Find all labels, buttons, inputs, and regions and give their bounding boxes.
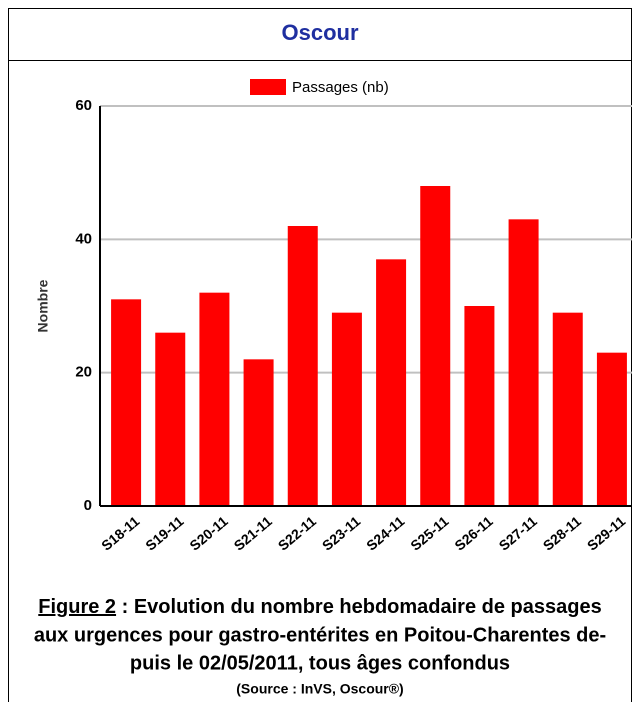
bar <box>552 312 583 506</box>
chart-title: Oscour <box>281 20 358 45</box>
caption-source: (Source : InVS, Oscour®) <box>236 681 403 697</box>
x-tick-label: S26-11 <box>451 513 495 554</box>
bar <box>508 219 539 507</box>
y-tick-label: 0 <box>84 497 92 514</box>
x-tick-label: S25-11 <box>407 513 451 554</box>
caption-line: puis le 02/05/2011, tous âges confondus <box>130 652 510 674</box>
x-tick-label: S19-11 <box>142 513 186 554</box>
y-tick-label: 40 <box>75 230 92 247</box>
bar <box>287 226 318 506</box>
x-tick-label: S22-11 <box>275 513 319 554</box>
y-tick-label: 60 <box>75 97 92 114</box>
x-tick-label: S21-11 <box>231 513 275 554</box>
bar <box>420 186 451 506</box>
bar <box>155 332 186 506</box>
bar <box>331 312 362 506</box>
caption-line: Figure 2 : Evolution du nombre hebdomada… <box>38 596 601 618</box>
x-tick-label: S24-11 <box>363 513 407 554</box>
x-tick-label: S29-11 <box>584 513 628 554</box>
x-tick-label: S23-11 <box>319 513 363 554</box>
x-tick-label: S18-11 <box>98 513 142 554</box>
frame <box>8 8 632 707</box>
bar <box>111 299 142 506</box>
y-tick-label: 20 <box>75 364 92 381</box>
x-tick-label: S27-11 <box>496 513 540 554</box>
bar <box>376 259 407 506</box>
bar <box>243 359 274 506</box>
bar <box>464 306 495 506</box>
legend-swatch <box>250 79 286 95</box>
y-axis-label: Nombre <box>35 279 51 332</box>
x-tick-label: S28-11 <box>540 513 584 554</box>
x-tick-label: S20-11 <box>186 513 230 554</box>
caption-label: Figure 2 <box>38 596 116 618</box>
legend-label: Passages (nb) <box>292 79 389 96</box>
caption-line: aux urgences pour gastro-entérites en Po… <box>34 624 606 646</box>
bar <box>596 352 627 506</box>
bar <box>199 292 230 506</box>
caption-text: : Evolution du nombre hebdomadaire de pa… <box>116 596 602 618</box>
